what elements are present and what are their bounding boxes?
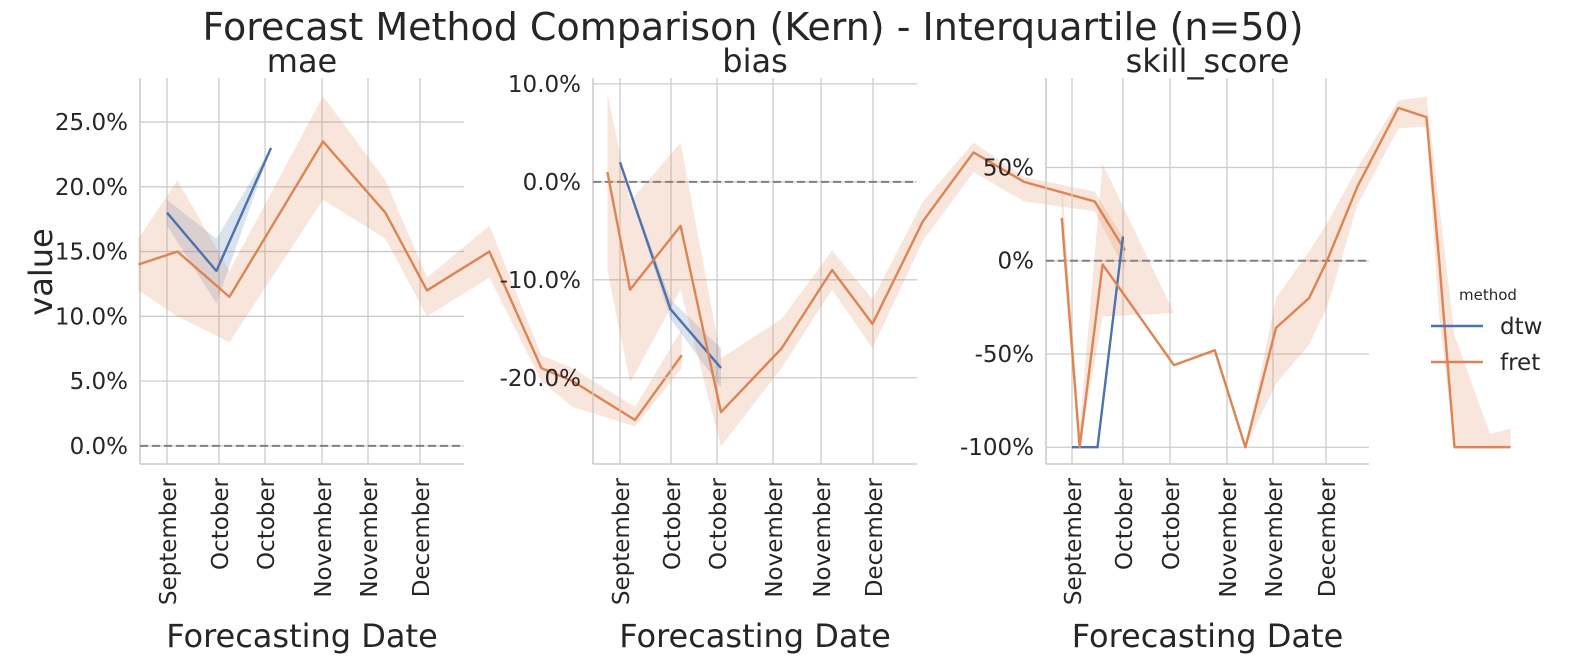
confidence-band-dtw <box>620 162 721 388</box>
panel-skill-score: skill_score -100% -50% 0% 50% September Octobe… <box>960 42 1511 655</box>
x-axis-label: Forecasting Date <box>619 617 891 655</box>
x-tick-label: September <box>609 477 635 605</box>
y-tick-label: 25.0% <box>55 110 128 136</box>
confidence-band-fret <box>1061 96 1511 448</box>
x-tick-label: October <box>1159 477 1185 570</box>
x-tick-label: November <box>762 477 788 597</box>
y-tick-label: -100% <box>960 435 1034 461</box>
series-line-dtw <box>618 161 722 369</box>
y-tick-label: -10.0% <box>500 268 581 294</box>
y-tick-label: 0.0% <box>523 170 581 196</box>
legend-label-dtw: dtw <box>1500 314 1542 340</box>
y-tick-label: 0% <box>998 249 1035 275</box>
x-tick-label: October <box>208 477 234 570</box>
y-tick-label: 10.0% <box>508 72 581 98</box>
legend-label-fret: fret <box>1500 350 1540 376</box>
y-tick-label: -20.0% <box>500 366 581 392</box>
y-tick-label: -50% <box>975 342 1034 368</box>
y-tick-label: 5.0% <box>70 369 128 395</box>
x-tick-label: December <box>1315 477 1341 597</box>
confidence-band-fret <box>607 93 1125 447</box>
legend: method dtw fret <box>1431 286 1542 376</box>
x-tick-label: December <box>409 477 435 597</box>
y-tick-label: 0.0% <box>70 434 128 460</box>
legend-title: method <box>1459 286 1517 304</box>
x-tick-label: November <box>311 477 337 597</box>
x-axis-label: Forecasting Date <box>1072 617 1344 655</box>
x-tick-label: October <box>254 477 280 570</box>
panel-bias: bias -20.0% -10.0% 0.0% 10.0% September Octobe… <box>500 42 1127 655</box>
x-tick-label: November <box>810 477 836 597</box>
figure-title: Forecast Method Comparison (Kern) - Inte… <box>202 5 1303 49</box>
y-tick-label: 15.0% <box>55 240 128 266</box>
x-tick-label: September <box>1061 477 1087 605</box>
x-tick-label: October <box>660 477 686 570</box>
series-line-fret <box>1060 106 1511 449</box>
panel-mae: mae 0.0% 5.0% 10.0% 15.0% 20.0% 25.0% September… <box>55 42 683 655</box>
panel-title: skill_score <box>1126 42 1290 80</box>
x-axis-label: Forecasting Date <box>166 617 438 655</box>
series-line-fret <box>606 151 1127 414</box>
series-line-dtw <box>166 147 273 273</box>
y-axis-label: value <box>22 228 60 315</box>
x-tick-label: November <box>1262 477 1288 597</box>
panel-title: mae <box>267 42 337 80</box>
x-tick-label: October <box>1112 477 1138 570</box>
y-tick-label: 20.0% <box>55 175 128 201</box>
x-tick-label: December <box>862 477 888 597</box>
panel-title: bias <box>722 42 787 80</box>
y-tick-label: 50% <box>983 156 1034 182</box>
x-tick-label: September <box>156 477 182 605</box>
x-tick-label: October <box>706 477 732 570</box>
y-tick-label: 10.0% <box>55 304 128 330</box>
x-tick-label: November <box>1216 477 1242 597</box>
x-tick-label: November <box>357 477 383 597</box>
